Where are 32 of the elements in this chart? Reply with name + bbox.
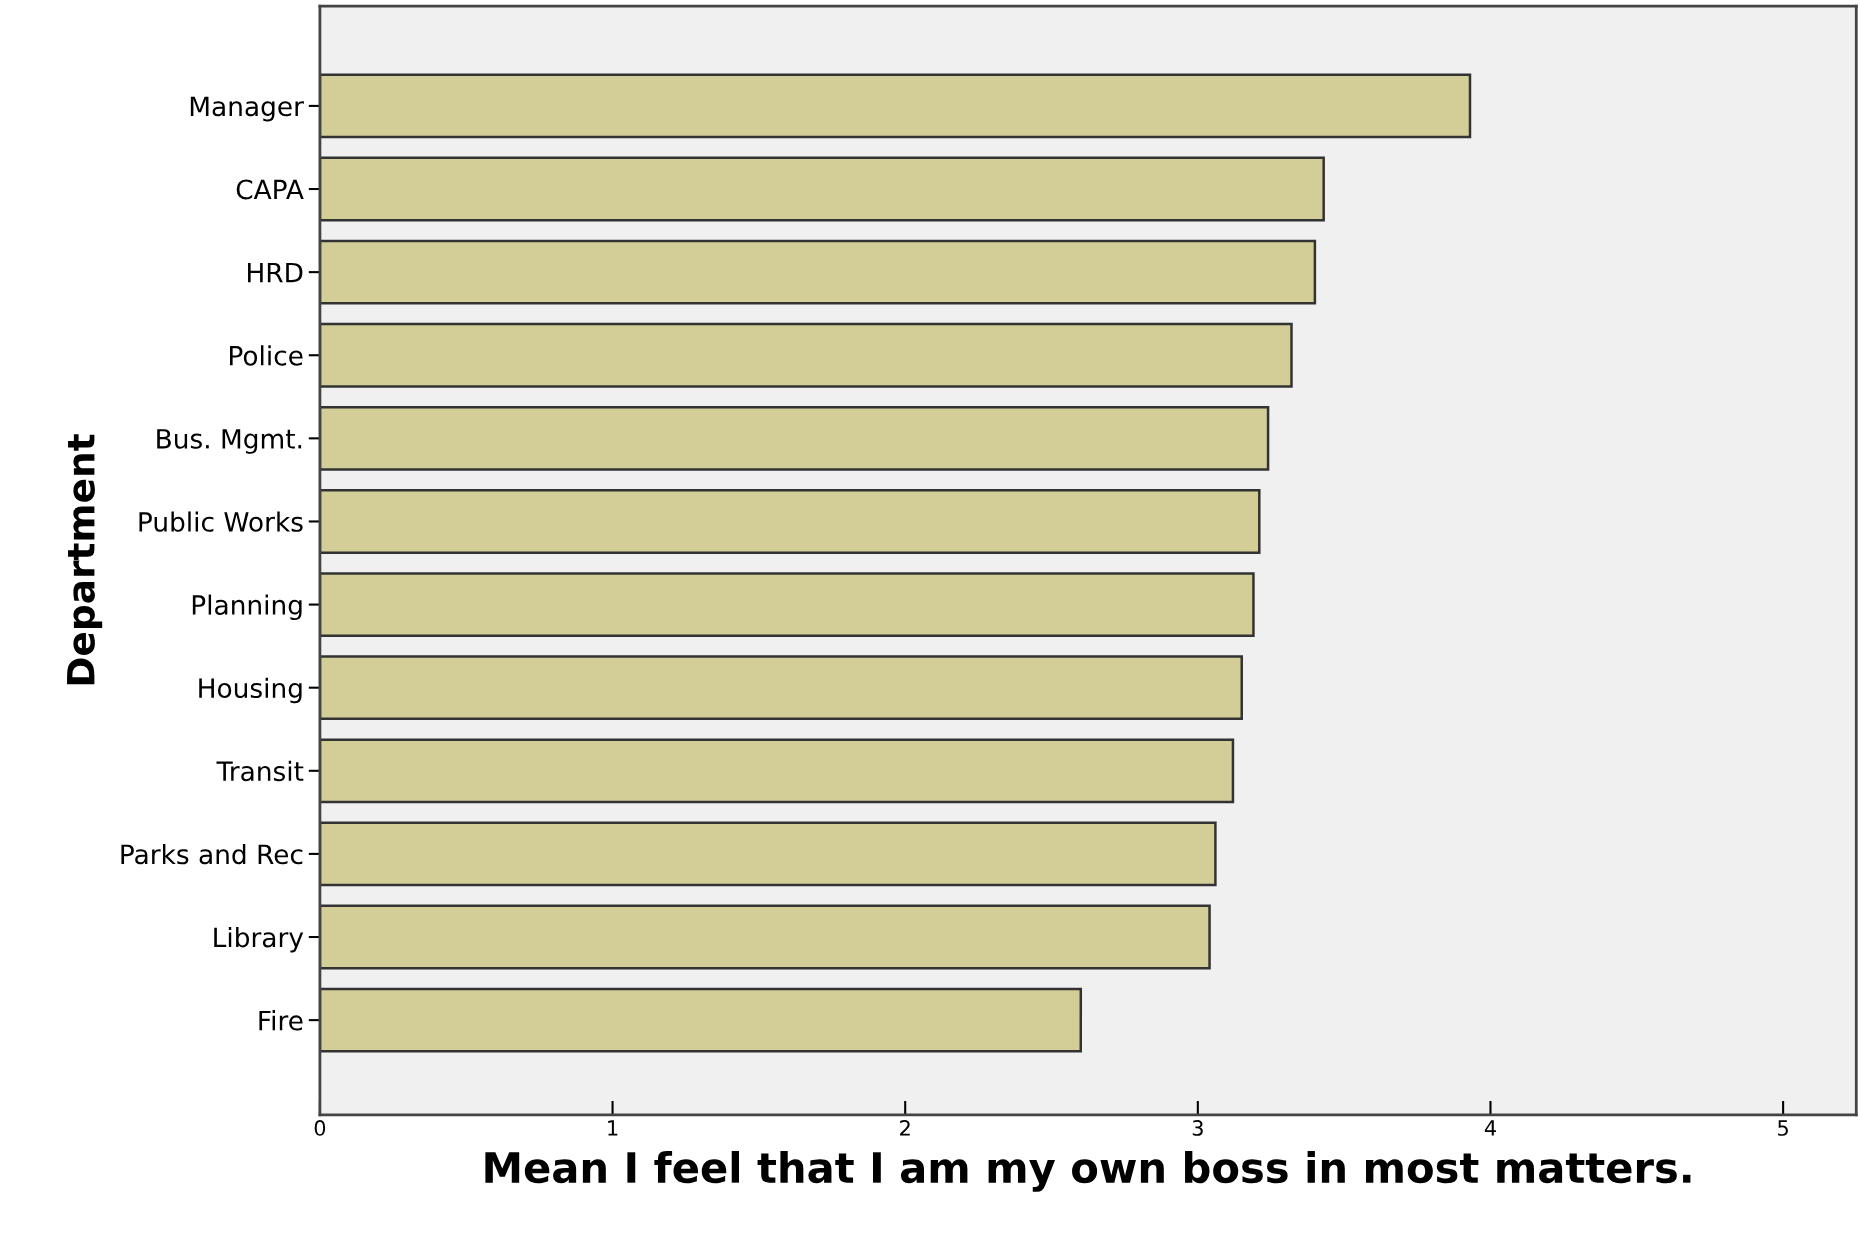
y-tick-label: Fire xyxy=(259,1010,303,1031)
bar xyxy=(319,239,1317,305)
bar xyxy=(319,572,1255,637)
y-tick-label: Library xyxy=(214,926,304,953)
y-tick-label: Planning xyxy=(192,594,302,621)
bar xyxy=(319,821,1217,887)
y-axis-title: Department xyxy=(67,434,103,685)
y-tick-label: Bus. Mgmt. xyxy=(157,429,302,454)
x-tick-label: 2 xyxy=(900,1120,910,1136)
bar xyxy=(319,987,1083,1053)
bar xyxy=(319,156,1325,222)
x-tick-label: 4 xyxy=(1484,1120,1496,1136)
bar xyxy=(319,904,1211,970)
x-tick-label: 0 xyxy=(314,1120,326,1136)
bar xyxy=(319,655,1243,721)
bar xyxy=(319,738,1235,804)
y-tick-label: Parks and Rec xyxy=(121,843,303,865)
x-tick-label: 5 xyxy=(1778,1120,1788,1136)
y-tick-label: Police xyxy=(230,345,303,366)
x-tick-label: 1 xyxy=(608,1120,618,1136)
x-tick-label: 3 xyxy=(1192,1120,1203,1136)
y-tick-label: Public Works xyxy=(139,511,303,532)
y-tick-label: CAPA xyxy=(236,179,304,200)
bar xyxy=(319,73,1472,139)
y-tick-label: Transit xyxy=(216,760,304,782)
bar xyxy=(319,405,1270,471)
y-tick-label: Housing xyxy=(199,677,302,704)
bar xyxy=(319,322,1293,388)
y-tick-label: Manager xyxy=(190,96,304,122)
y-tick-label: HRD xyxy=(248,262,303,283)
x-axis-title: Mean I feel that I am my own boss in most matters. xyxy=(485,1151,1691,1192)
bar xyxy=(319,489,1261,554)
